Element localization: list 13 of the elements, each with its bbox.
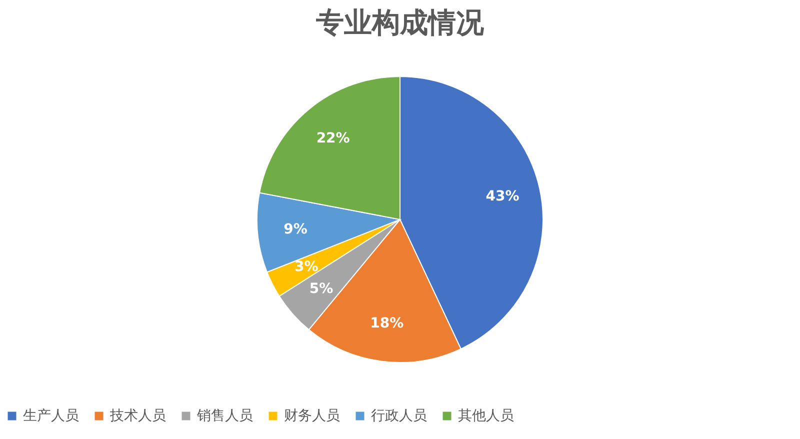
data-label: 9% xyxy=(284,221,308,238)
data-label: 43% xyxy=(486,188,520,205)
chart-title: 专业构成情况 xyxy=(315,6,485,39)
legend-label: 技术人员 xyxy=(109,408,166,424)
legend-label: 其他人员 xyxy=(458,408,514,424)
legend-label: 行政人员 xyxy=(371,408,427,424)
data-label: 18% xyxy=(370,316,404,332)
data-label: 22% xyxy=(316,130,350,147)
data-label: 5% xyxy=(309,280,334,297)
data-label: 3% xyxy=(294,259,318,276)
legend-label: 生产人员 xyxy=(23,408,79,424)
legend-label: 销售人员 xyxy=(196,408,253,424)
legend-label: 财务人员 xyxy=(284,408,340,424)
